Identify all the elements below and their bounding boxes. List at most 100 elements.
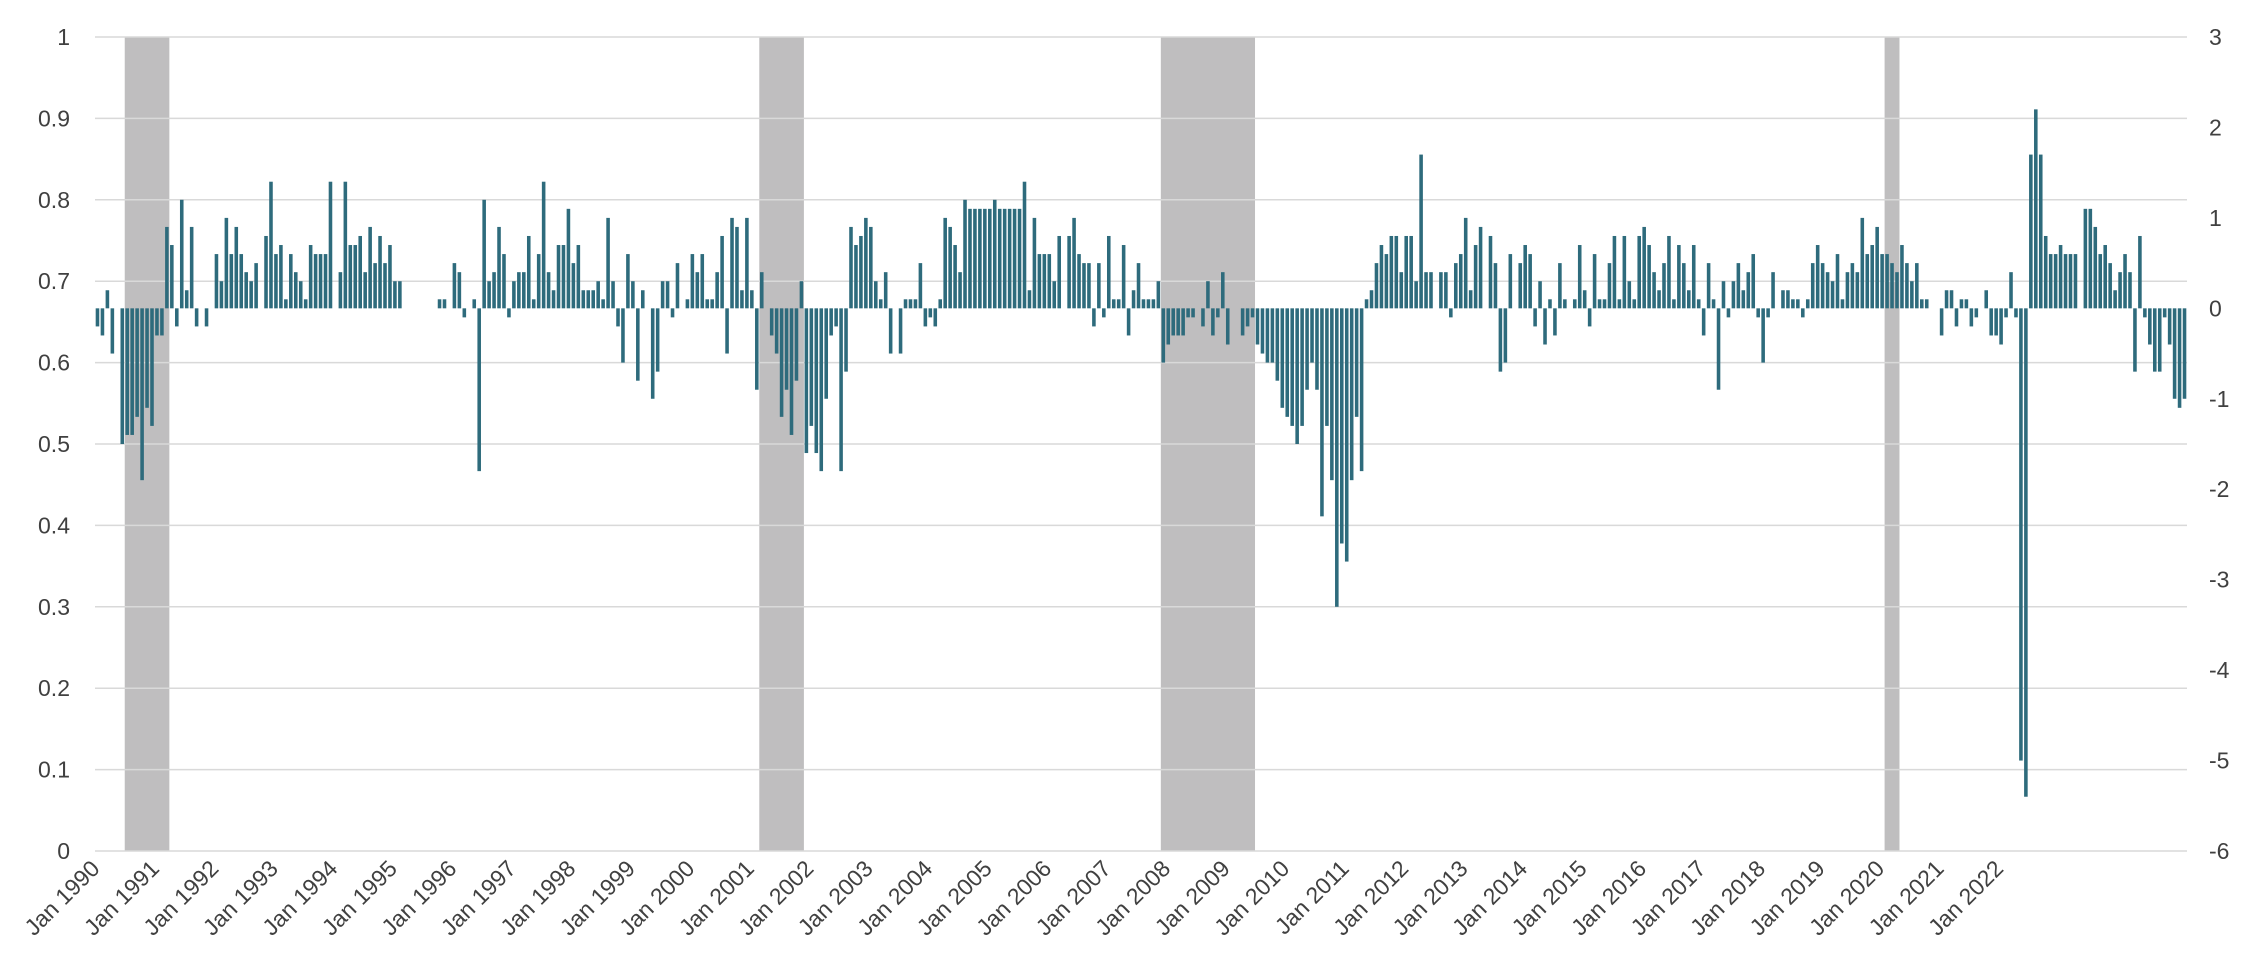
bar bbox=[1186, 308, 1190, 318]
bar bbox=[1964, 299, 1969, 309]
bar bbox=[1810, 263, 1815, 309]
bar bbox=[1528, 254, 1532, 309]
bar bbox=[100, 308, 105, 336]
bar bbox=[497, 226, 501, 309]
left-axis-tick-label: 0 bbox=[57, 838, 70, 864]
bar bbox=[189, 226, 194, 309]
bar bbox=[923, 308, 928, 327]
bar bbox=[2053, 254, 2058, 309]
bar bbox=[988, 208, 992, 309]
left-axis-tick-label: 0.4 bbox=[38, 512, 70, 538]
bar bbox=[541, 181, 546, 309]
bar bbox=[1473, 245, 1478, 309]
bar bbox=[531, 299, 536, 309]
bar bbox=[2048, 254, 2053, 309]
bar bbox=[1900, 245, 1904, 309]
bar bbox=[1335, 308, 1339, 607]
right-axis-tick-label: -2 bbox=[2209, 476, 2229, 502]
bar bbox=[1344, 308, 1349, 562]
left-axis-tick-label: 0.7 bbox=[38, 268, 70, 294]
bar bbox=[2043, 235, 2048, 309]
bar bbox=[695, 272, 700, 309]
bar bbox=[953, 245, 957, 309]
left-axis-tick-label: 1 bbox=[57, 24, 70, 50]
bar bbox=[2177, 308, 2182, 408]
bar bbox=[2019, 308, 2023, 761]
bar bbox=[1315, 308, 1319, 390]
bar bbox=[2088, 208, 2093, 309]
bar bbox=[1687, 290, 1691, 309]
bar bbox=[1032, 217, 1037, 309]
bar bbox=[750, 290, 754, 309]
bar bbox=[898, 308, 903, 354]
bar bbox=[1374, 263, 1379, 309]
bar bbox=[1221, 272, 1225, 309]
bar bbox=[1047, 254, 1052, 309]
bar bbox=[769, 308, 774, 336]
bar bbox=[1984, 290, 1989, 309]
bar bbox=[1389, 235, 1394, 309]
bar bbox=[844, 308, 848, 372]
bar bbox=[1667, 235, 1671, 309]
bar bbox=[992, 199, 997, 309]
bar bbox=[1910, 281, 1914, 309]
bar bbox=[546, 272, 551, 309]
bar bbox=[526, 235, 531, 309]
bar bbox=[2167, 308, 2172, 345]
bar bbox=[1126, 308, 1131, 336]
bar bbox=[1572, 299, 1577, 309]
bar bbox=[1320, 308, 1324, 517]
bar bbox=[888, 308, 893, 354]
bar bbox=[303, 299, 308, 309]
bar bbox=[1349, 308, 1354, 481]
bar bbox=[219, 281, 224, 309]
bar bbox=[1225, 308, 1230, 345]
bar bbox=[1771, 272, 1775, 309]
bar bbox=[997, 208, 1002, 309]
bar bbox=[690, 254, 695, 309]
left-axis-tick-label: 0.3 bbox=[38, 594, 70, 620]
bar bbox=[566, 208, 571, 309]
bar bbox=[2093, 226, 2098, 309]
bar bbox=[1563, 299, 1567, 309]
bar bbox=[1270, 308, 1275, 363]
bar bbox=[973, 208, 977, 309]
bar bbox=[1612, 235, 1617, 309]
bar bbox=[626, 254, 630, 309]
bar bbox=[1781, 290, 1785, 309]
bar bbox=[1924, 299, 1929, 309]
bar bbox=[1587, 308, 1592, 327]
bar bbox=[135, 308, 139, 417]
bar bbox=[2128, 272, 2132, 309]
right-axis-ticks: -6 -5 -4 -3 -2 -1 0 1 2 3 bbox=[2209, 24, 2230, 864]
bar bbox=[804, 308, 809, 454]
bar bbox=[1974, 308, 1979, 318]
bar bbox=[913, 299, 918, 309]
bar bbox=[1280, 308, 1285, 408]
bar bbox=[2083, 208, 2088, 309]
bar bbox=[1597, 299, 1602, 309]
bar bbox=[328, 181, 333, 309]
bar bbox=[1701, 308, 1706, 336]
bar bbox=[2133, 308, 2137, 372]
bar bbox=[1751, 254, 1756, 309]
bar bbox=[1057, 235, 1061, 309]
bar bbox=[735, 226, 739, 309]
right-axis-tick-label: -6 bbox=[2209, 838, 2229, 864]
bar bbox=[1424, 272, 1428, 309]
bar bbox=[1166, 308, 1171, 345]
bar bbox=[1662, 263, 1666, 309]
bar bbox=[908, 299, 913, 309]
bar bbox=[2103, 245, 2107, 309]
bar bbox=[383, 263, 387, 309]
bar bbox=[675, 263, 680, 309]
bar bbox=[829, 308, 833, 336]
bar bbox=[1082, 263, 1086, 309]
bar bbox=[1533, 308, 1537, 327]
bar bbox=[130, 308, 134, 435]
bar bbox=[1731, 281, 1736, 309]
bar bbox=[244, 272, 248, 309]
left-axis-ticks: 0 0.1 0.2 0.3 0.4 0.5 0.6 0.7 0.8 0.9 1 bbox=[38, 24, 70, 864]
bar bbox=[487, 281, 491, 309]
bar bbox=[874, 281, 878, 309]
